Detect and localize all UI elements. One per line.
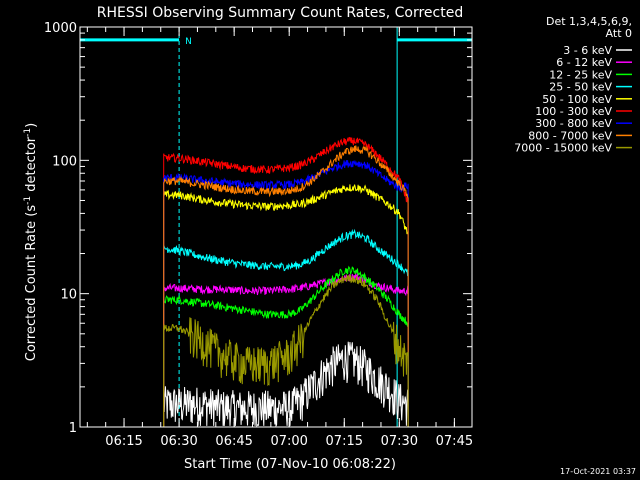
y-tick-label-1: 10: [60, 288, 77, 303]
x-tick-label-4: 07:15: [326, 434, 363, 449]
series-line-7: [163, 145, 409, 427]
x-tick-label-2: 06:45: [215, 434, 252, 449]
legend-label-1: 6 - 12 keV: [556, 56, 612, 69]
plot-frame: [79, 26, 473, 428]
y-axis-label-sup2: -1: [23, 128, 33, 137]
series-line-2: [163, 265, 409, 427]
y-axis-label: Corrected Count Rate (s-1 detector-1): [23, 123, 39, 361]
x-tick-label-0: 06:15: [105, 434, 142, 449]
legend-label-5: 100 - 300 keV: [535, 105, 612, 118]
x-tick-label-6: 07:45: [436, 434, 473, 449]
y-axis-label-sup1: -1: [23, 196, 33, 205]
footer-timestamp: 17-Oct-2021 03:37: [560, 467, 636, 476]
legend-label-7: 800 - 7000 keV: [528, 129, 612, 142]
y-tick-label-3: 1000: [44, 21, 77, 36]
legend-label-2: 12 - 25 keV: [549, 68, 612, 81]
y-axis-label-part3: ): [24, 123, 39, 128]
legend-header-line1: Det 1,3,4,5,6,9,: [546, 15, 632, 28]
legend-label-8: 7000 - 15000 keV: [514, 142, 612, 155]
x-tick-label-3: 07:00: [270, 434, 307, 449]
series-line-3: [163, 228, 409, 427]
series-line-4: [163, 184, 409, 427]
y-tick-label-2: 100: [52, 154, 77, 169]
series-line-8: [163, 274, 409, 427]
legend-label-3: 25 - 50 keV: [549, 81, 612, 94]
axes: 1 10 100 1000 06:15 06:30 06:45 07:00 07:15 07:30…: [44, 21, 473, 449]
y-axis-label-part1: Corrected Count Rate (s: [24, 205, 39, 362]
legend-label-4: 50 - 100 keV: [542, 93, 612, 106]
legend-header-line2: Att 0: [606, 27, 632, 40]
series-line-6: [163, 160, 409, 427]
chart-title: RHESSI Observing Summary Count Rates, Co…: [97, 5, 463, 21]
y-axis-label-part2: detector: [24, 136, 39, 196]
x-axis-label: Start Time (07-Nov-10 06:08:22): [184, 457, 396, 472]
x-tick-label-5: 07:30: [381, 434, 418, 449]
legend-label-6: 300 - 800 keV: [535, 117, 612, 130]
y-tick-label-0: 1: [69, 421, 77, 436]
x-tick-label-1: 06:30: [160, 434, 197, 449]
legend-label-0: 3 - 6 keV: [563, 44, 612, 57]
series-line-0: [163, 341, 409, 428]
series-lines: [163, 136, 409, 428]
night-marker-label: N: [185, 37, 192, 47]
